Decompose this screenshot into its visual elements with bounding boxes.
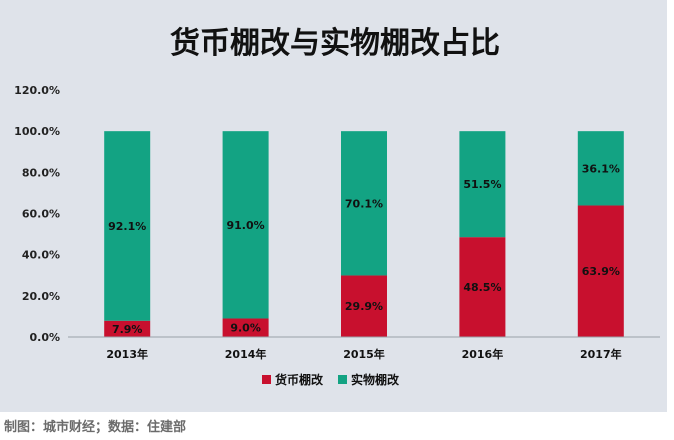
bar-data-label: 9.0% bbox=[230, 322, 261, 335]
y-tick-label: 60.0% bbox=[22, 208, 60, 221]
chart-panel: 货币棚改与实物棚改占比 0.0% 20.0% 40.0% 60.0% 80.0% 100.… bbox=[0, 0, 667, 412]
legend-label: 实物棚改 bbox=[351, 372, 400, 387]
bar-data-label: 29.9% bbox=[345, 300, 383, 313]
source-note: 制图：城市财经；数据：住建部 bbox=[4, 420, 187, 435]
y-tick-label: 100.0% bbox=[14, 125, 60, 138]
legend-swatch bbox=[262, 375, 271, 384]
legend-label: 货币棚改 bbox=[275, 372, 324, 387]
bar-segment bbox=[577, 131, 624, 206]
bar-segment bbox=[222, 318, 269, 337]
bar-segment bbox=[104, 131, 151, 321]
chart-svg: 货币棚改与实物棚改占比 0.0% 20.0% 40.0% 60.0% 80.0% 100.… bbox=[14, 26, 660, 387]
x-axis: 2013年 2014年 2015年 2016年 2017年 bbox=[68, 336, 660, 361]
bar-segment bbox=[459, 237, 506, 337]
chart-title: 货币棚改与实物棚改占比 bbox=[170, 26, 500, 61]
x-tick-label: 2017年 bbox=[580, 347, 622, 361]
bar-data-label: 63.9% bbox=[582, 265, 620, 278]
bar-data-label: 36.1% bbox=[582, 162, 620, 175]
y-axis: 0.0% 20.0% 40.0% 60.0% 80.0% 100.0% 120.0% bbox=[14, 84, 60, 344]
bar-segment bbox=[222, 131, 269, 319]
bar-data-label: 51.5% bbox=[463, 178, 501, 191]
bar-segment bbox=[341, 275, 387, 337]
y-tick-label: 80.0% bbox=[22, 166, 60, 179]
y-tick-label: 40.0% bbox=[22, 249, 60, 262]
legend: 货币棚改 实物棚改 bbox=[262, 372, 400, 387]
x-tick-label: 2015年 bbox=[343, 347, 385, 361]
bar-data-label: 7.9% bbox=[112, 323, 143, 336]
legend-swatch bbox=[338, 375, 347, 384]
x-tick-label: 2013年 bbox=[106, 347, 148, 361]
bars: 7.9% 92.1% 9.0% 91.0% 29.9% 70.1% 48.5% 51.5% 63… bbox=[104, 131, 624, 337]
bar-segment bbox=[341, 131, 387, 276]
bar-data-label: 70.1% bbox=[345, 197, 383, 210]
x-tick-label: 2014年 bbox=[225, 347, 267, 361]
bar-data-label: 48.5% bbox=[463, 281, 501, 294]
bar-data-label: 92.1% bbox=[108, 220, 146, 233]
bar-segment bbox=[459, 131, 506, 238]
bar-segment bbox=[577, 205, 624, 337]
bar-data-label: 91.0% bbox=[227, 219, 265, 232]
x-tick-label: 2016年 bbox=[462, 347, 504, 361]
y-tick-label: 20.0% bbox=[22, 290, 60, 303]
bar-segment bbox=[104, 320, 151, 337]
y-tick-label: 120.0% bbox=[14, 84, 60, 97]
y-tick-label: 0.0% bbox=[29, 331, 60, 344]
